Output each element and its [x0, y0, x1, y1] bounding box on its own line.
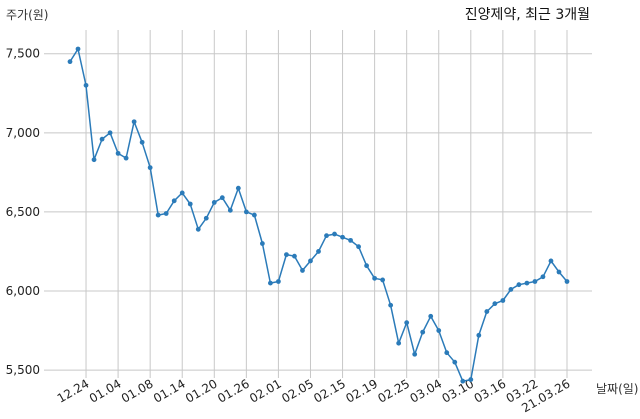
- data-point: [444, 350, 450, 356]
- data-point: [243, 209, 249, 215]
- x-tick-label: 02.19: [343, 376, 380, 405]
- data-point: [211, 200, 217, 205]
- chart-title: 진양제약, 최근 3개월: [465, 7, 590, 23]
- series-line: [69, 48, 568, 382]
- data-point: [516, 282, 522, 288]
- data-point: [227, 207, 233, 213]
- x-tick-label: 01.08: [119, 376, 156, 405]
- data-point: [171, 198, 177, 204]
- data-point: [436, 328, 442, 333]
- data-point: [476, 332, 482, 338]
- data-point: [123, 155, 129, 161]
- data-point: [107, 130, 113, 136]
- x-tick-label: 01.04: [87, 376, 124, 405]
- data-point: [308, 258, 313, 264]
- x-tick-label: 03.04: [407, 376, 444, 405]
- x-tick-label: 03.16: [472, 376, 509, 405]
- data-point: [452, 359, 458, 365]
- data-point: [300, 268, 305, 273]
- data-point: [380, 277, 386, 283]
- data-point: [316, 249, 321, 254]
- gridlines: [44, 30, 592, 378]
- y-axis-label: 주가(원): [6, 8, 48, 22]
- data-point: [147, 165, 153, 171]
- data-point: [468, 377, 474, 382]
- data-point: [412, 351, 418, 357]
- x-tick-label: 02.01: [247, 376, 284, 405]
- data-point: [91, 157, 97, 163]
- data-point: [372, 275, 378, 281]
- data-point: [292, 253, 297, 259]
- data-point: [195, 226, 201, 232]
- data-point: [187, 201, 193, 207]
- x-tick-label: 02.25: [375, 376, 412, 405]
- data-point: [219, 195, 225, 201]
- data-point: [67, 59, 73, 65]
- data-point: [500, 298, 506, 303]
- price-line: [69, 48, 568, 382]
- y-tick-label: 5,500: [6, 363, 40, 377]
- data-point: [428, 313, 434, 319]
- data-point: [540, 274, 546, 280]
- data-point: [396, 340, 402, 346]
- data-point: [340, 234, 345, 240]
- x-tick-label: 01.26: [215, 376, 252, 405]
- data-point: [356, 244, 361, 250]
- data-point: [276, 279, 281, 284]
- data-point: [259, 241, 265, 246]
- data-point: [235, 185, 241, 191]
- data-point: [115, 150, 121, 156]
- data-point: [420, 329, 426, 335]
- data-point: [284, 252, 289, 258]
- data-point: [251, 212, 257, 218]
- data-point: [155, 212, 161, 218]
- data-point: [332, 231, 337, 237]
- data-points: [67, 46, 570, 384]
- y-tick-label: 6,000: [6, 284, 40, 298]
- data-point: [163, 211, 169, 216]
- x-tick-label: 02.15: [311, 376, 348, 405]
- data-point: [131, 119, 137, 125]
- y-tick-label: 7,500: [6, 47, 40, 61]
- data-point: [508, 287, 514, 292]
- x-tick-label: 02.05: [279, 376, 316, 405]
- tick-labels: 5,500 6,000 6,500 7,000 7,500 12.2401.0401.08…: [6, 47, 573, 416]
- data-point: [492, 301, 498, 307]
- data-point: [524, 280, 530, 286]
- x-tick-label: 12.24: [55, 376, 92, 405]
- data-point: [364, 263, 369, 269]
- data-point: [532, 279, 538, 284]
- data-point: [556, 269, 562, 275]
- y-tick-label: 7,000: [6, 126, 40, 140]
- data-point: [179, 190, 185, 196]
- data-point: [99, 136, 105, 142]
- data-point: [348, 237, 353, 243]
- data-point: [564, 279, 570, 284]
- data-point: [203, 215, 209, 221]
- data-point: [388, 302, 394, 308]
- x-tick-label: 01.20: [183, 376, 220, 405]
- data-point: [139, 139, 145, 145]
- y-tick-label: 6,500: [6, 205, 40, 219]
- data-point: [83, 82, 89, 88]
- x-axis-label: 날짜(일): [596, 382, 638, 396]
- data-point: [484, 309, 490, 314]
- data-point: [404, 320, 410, 326]
- data-point: [268, 280, 273, 286]
- x-tick-label: 01.14: [151, 376, 188, 405]
- data-point: [460, 378, 466, 384]
- data-point: [324, 233, 329, 239]
- data-point: [75, 46, 81, 52]
- data-point: [548, 258, 554, 264]
